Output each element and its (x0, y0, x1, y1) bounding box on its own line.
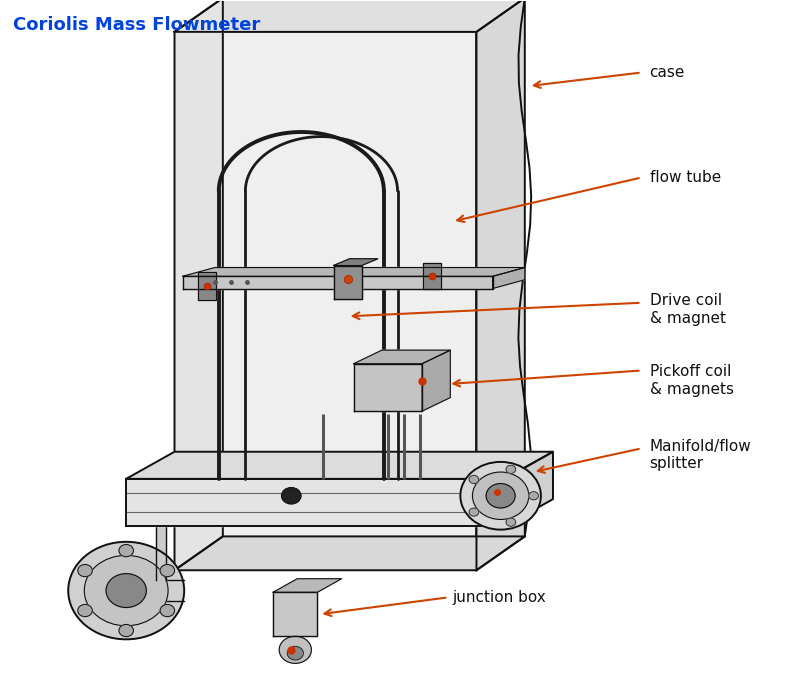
Circle shape (68, 542, 184, 639)
Circle shape (469, 475, 479, 483)
Circle shape (280, 636, 311, 664)
Circle shape (287, 647, 303, 660)
Circle shape (84, 556, 168, 626)
Polygon shape (183, 267, 524, 276)
Circle shape (78, 564, 92, 577)
Text: flow tube: flow tube (650, 170, 721, 185)
Polygon shape (354, 350, 450, 364)
Polygon shape (175, 32, 477, 571)
Polygon shape (505, 452, 553, 526)
Circle shape (473, 472, 528, 520)
Text: Coriolis Mass Flowmeter: Coriolis Mass Flowmeter (14, 16, 261, 34)
Polygon shape (493, 267, 524, 288)
Circle shape (461, 462, 541, 530)
Circle shape (119, 624, 133, 636)
Polygon shape (422, 350, 450, 411)
Circle shape (106, 574, 146, 607)
Polygon shape (198, 271, 216, 300)
Polygon shape (354, 364, 422, 411)
Polygon shape (126, 479, 505, 526)
Polygon shape (477, 0, 524, 571)
Polygon shape (175, 0, 223, 571)
Circle shape (486, 483, 516, 508)
Polygon shape (156, 526, 166, 580)
Circle shape (282, 488, 301, 504)
Circle shape (506, 465, 516, 473)
Polygon shape (183, 276, 493, 288)
Polygon shape (273, 592, 318, 636)
Circle shape (469, 508, 479, 516)
Polygon shape (126, 452, 553, 479)
Circle shape (506, 518, 516, 526)
Circle shape (160, 564, 175, 577)
Polygon shape (273, 579, 342, 592)
Polygon shape (334, 265, 362, 299)
Polygon shape (334, 258, 378, 265)
Circle shape (119, 545, 133, 557)
Polygon shape (175, 0, 524, 32)
Circle shape (78, 605, 92, 617)
Circle shape (160, 605, 175, 617)
Text: Manifold/flow
splitter: Manifold/flow splitter (650, 439, 751, 471)
Circle shape (528, 492, 538, 500)
Text: case: case (650, 65, 685, 80)
Polygon shape (423, 262, 441, 288)
Polygon shape (146, 583, 158, 598)
Polygon shape (175, 537, 524, 571)
Text: Pickoff coil
& magnets: Pickoff coil & magnets (650, 364, 734, 397)
Text: Drive coil
& magnet: Drive coil & magnet (650, 293, 726, 326)
Text: junction box: junction box (452, 590, 546, 605)
